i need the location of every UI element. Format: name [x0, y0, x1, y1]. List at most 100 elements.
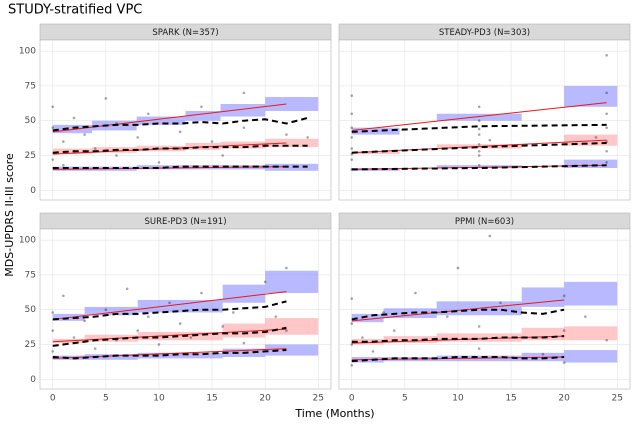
observed-line [351, 356, 565, 363]
data-point [605, 54, 608, 57]
data-point [51, 158, 55, 161]
data-point [562, 361, 566, 364]
prediction-band [564, 134, 618, 146]
prediction-band [564, 159, 618, 168]
data-point [200, 291, 203, 295]
y-tick-label: 100 [19, 236, 36, 246]
data-point [605, 126, 608, 129]
data-point [477, 143, 481, 146]
x-tick-label: 20 [558, 394, 570, 404]
x-tick-label: 10 [153, 394, 165, 404]
data-point [51, 105, 55, 109]
data-point [125, 287, 129, 291]
data-point [242, 341, 246, 345]
data-point [178, 130, 182, 134]
prediction-band [52, 148, 93, 155]
predicted-line [52, 291, 287, 320]
prediction-band [220, 104, 266, 117]
data-point [147, 315, 150, 318]
prediction-band [265, 270, 319, 293]
data-point [350, 126, 354, 129]
observed-line [52, 116, 308, 132]
prediction-band [137, 299, 223, 313]
y-tick-label: 75 [25, 270, 36, 280]
observed-line [351, 335, 565, 343]
data-point [285, 329, 288, 332]
observed-line [52, 144, 308, 154]
data-point [477, 325, 481, 328]
prediction-band [521, 287, 565, 307]
data-point [446, 315, 449, 318]
data-point [499, 301, 502, 305]
data-point [605, 91, 608, 95]
data-point [210, 140, 214, 143]
data-point [361, 336, 364, 339]
data-point [104, 97, 108, 100]
y-tick-label: 25 [25, 151, 36, 161]
data-point [605, 339, 608, 342]
prediction-band [351, 313, 384, 323]
data-point [115, 154, 118, 157]
prediction-band [136, 165, 186, 170]
data-point [477, 119, 481, 122]
data-point [93, 347, 97, 350]
data-point [605, 150, 608, 153]
data-point [350, 158, 354, 161]
data-point [51, 311, 55, 314]
predicted-line [52, 103, 287, 133]
x-tick-label: 5 [402, 394, 408, 404]
observed-line [52, 165, 308, 169]
data-point [200, 105, 203, 109]
chart-title: STUDY-stratified VPC [8, 3, 142, 18]
observed-line [351, 141, 607, 154]
x-tick-label: 20 [259, 394, 271, 404]
data-point [221, 154, 224, 157]
data-point [477, 154, 481, 157]
prediction-band [436, 165, 522, 168]
data-point [350, 322, 354, 325]
x-tick-label: 0 [50, 394, 56, 404]
data-point [51, 126, 55, 129]
data-point [72, 116, 76, 120]
data-point [83, 133, 86, 136]
predicted-line [52, 142, 287, 155]
data-point [605, 112, 608, 116]
prediction-band [564, 326, 618, 341]
data-point [382, 311, 385, 314]
data-point [62, 140, 65, 143]
y-tick-label: 25 [25, 340, 36, 350]
data-point [350, 343, 354, 346]
data-point [93, 147, 97, 150]
data-point [51, 350, 55, 353]
strip-label: PPMI (N=603) [455, 217, 514, 227]
prediction-band [265, 344, 319, 356]
observed-line [351, 164, 607, 171]
data-point [562, 329, 566, 332]
data-point [178, 322, 182, 325]
x-tick-label: 25 [313, 394, 324, 404]
prediction-band [222, 284, 266, 303]
data-point [488, 234, 492, 238]
prediction-band [84, 354, 138, 360]
data-point [350, 136, 354, 139]
data-point [477, 105, 481, 109]
prediction-band [564, 350, 618, 363]
prediction-band [265, 138, 319, 148]
y-tick-label: 50 [25, 116, 37, 126]
data-point [51, 329, 55, 332]
y-tick-label: 75 [25, 81, 36, 91]
prediction-band [265, 318, 319, 335]
data-point [147, 112, 150, 116]
x-axis-title: Time (Months) [294, 407, 374, 420]
data-point [584, 315, 587, 318]
data-point [414, 291, 417, 295]
observed-line [52, 300, 287, 321]
prediction-band [137, 352, 223, 359]
x-tick-label: 5 [103, 394, 109, 404]
y-tick-label: 100 [19, 47, 36, 57]
prediction-band [265, 163, 319, 171]
prediction-band [436, 333, 522, 342]
x-tick-label: 0 [349, 394, 355, 404]
data-point [456, 266, 460, 270]
